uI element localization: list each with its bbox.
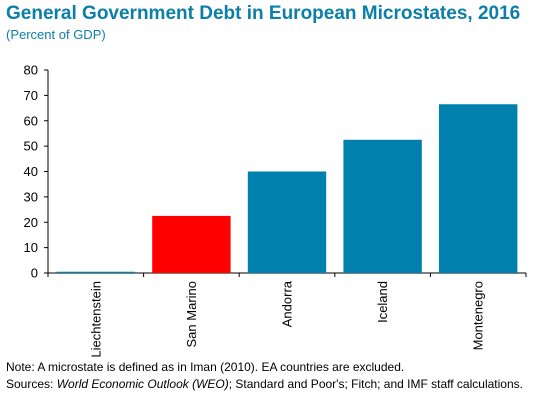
y-tick-label: 0	[31, 266, 38, 281]
y-tick-label: 80	[24, 63, 38, 78]
x-tick-label: Andorra	[280, 280, 295, 327]
chart-subtitle: (Percent of GDP)	[6, 27, 106, 42]
source-rest: ; Standard and Poor's; Fitch; and IMF st…	[228, 377, 523, 391]
bar-san-marino	[152, 215, 231, 273]
chart-title: General Government Debt in European Micr…	[6, 3, 521, 24]
y-tick-label: 20	[24, 215, 38, 230]
y-tick-label: 30	[24, 189, 38, 204]
x-tick-label: Iceland	[375, 281, 390, 323]
x-tick-label: Liechtenstein	[88, 281, 103, 358]
chart-source: Sources: World Economic Outlook (WEO); S…	[6, 377, 523, 391]
x-tick-label: San Marino	[184, 281, 199, 347]
y-tick-label: 70	[24, 88, 38, 103]
bar-iceland	[343, 139, 422, 273]
bar-chart: 0 10 20 30 40 50 60 70 80 Liechtenstein San Marino…	[24, 63, 527, 358]
source-italic: World Economic Outlook (WEO)	[56, 377, 229, 391]
bar-montenegro	[439, 104, 518, 273]
chart-note: Note: A microstate is defined as in Iman…	[6, 360, 405, 374]
bar-andorra	[247, 171, 327, 273]
y-tick-label: 40	[24, 164, 38, 179]
bar-liechtenstein	[56, 271, 135, 273]
y-tick-label: 50	[24, 139, 38, 154]
x-tick-label: Montenegro	[471, 281, 486, 350]
source-prefix: Sources:	[6, 377, 57, 391]
y-tick-label: 60	[24, 113, 38, 128]
y-tick-label: 10	[24, 240, 38, 255]
